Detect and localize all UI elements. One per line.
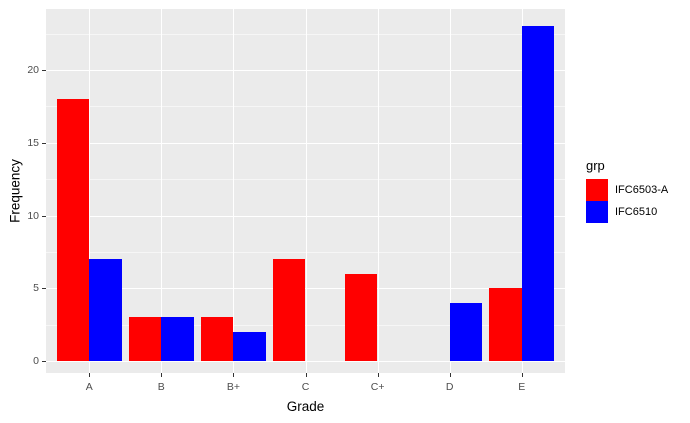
y-tick-mark	[42, 288, 46, 290]
bar-E-IFC6503-A	[489, 288, 522, 362]
category-gridline	[378, 9, 379, 373]
bar-E-IFC6510	[521, 26, 555, 361]
major-gridline	[46, 288, 565, 290]
bar-C-IFC6503-A	[273, 259, 306, 361]
major-gridline	[46, 142, 565, 144]
minor-gridline	[46, 106, 565, 108]
legend-item-label: IFC6510	[615, 206, 658, 218]
x-tick-label: C	[301, 381, 310, 393]
x-axis-title: Grade	[286, 399, 325, 414]
legend-item: IFC6503-A	[586, 179, 668, 201]
y-tick-mark	[42, 361, 46, 362]
x-tick-mark	[378, 373, 379, 377]
y-tick-mark	[42, 70, 46, 71]
y-tick-mark	[42, 142, 46, 144]
x-tick-label: A	[85, 381, 93, 393]
bar-A-IFC6510	[89, 259, 122, 361]
x-tick-label: E	[518, 381, 526, 393]
legend-title: grp	[586, 158, 605, 173]
x-tick-mark	[522, 373, 523, 377]
minor-gridline	[46, 179, 565, 181]
x-tick-label: D	[445, 381, 454, 393]
category-gridline	[161, 9, 162, 373]
x-tick-mark	[89, 373, 90, 377]
category-gridline	[450, 9, 451, 373]
x-tick-label: B+	[226, 381, 240, 393]
category-gridline	[306, 9, 307, 373]
x-tick-mark	[450, 373, 451, 377]
legend-item: IFC6510	[586, 201, 668, 223]
bar-D-IFC6510	[449, 302, 483, 361]
bar-B+-IFC6503-A	[201, 317, 234, 361]
bar-A-IFC6503-A	[56, 99, 90, 361]
legend-key-swatch	[586, 201, 608, 223]
x-tick-label: C+	[370, 381, 385, 393]
y-tick-mark	[42, 215, 46, 217]
major-gridline	[46, 215, 565, 217]
minor-gridline	[46, 251, 565, 253]
minor-gridline	[46, 324, 565, 326]
legend-key-swatch	[586, 179, 608, 201]
x-tick-label: B	[157, 381, 165, 393]
legend-item-label: IFC6503-A	[615, 184, 669, 196]
legend: grp IFC6503-A IFC6510	[586, 158, 668, 223]
y-tick-label: 20	[27, 64, 39, 76]
y-tick-label: 5	[33, 282, 39, 295]
x-tick-mark	[233, 373, 234, 377]
bar-C+-IFC6503-A	[345, 273, 378, 361]
y-tick-label: 15	[27, 136, 39, 149]
major-gridline	[46, 70, 565, 71]
x-tick-mark	[306, 373, 307, 377]
major-gridline	[46, 361, 565, 362]
y-tick-label: 10	[27, 209, 39, 222]
bar-B+-IFC6510	[233, 331, 266, 361]
y-tick-label: 0	[33, 355, 39, 367]
x-tick-mark	[161, 373, 162, 377]
minor-gridline	[46, 33, 565, 35]
category-gridline	[233, 9, 234, 373]
bar-B-IFC6503-A	[128, 317, 162, 361]
category-gridline	[89, 9, 90, 373]
bar-B-IFC6510	[161, 317, 194, 361]
plot-panel	[46, 9, 565, 373]
